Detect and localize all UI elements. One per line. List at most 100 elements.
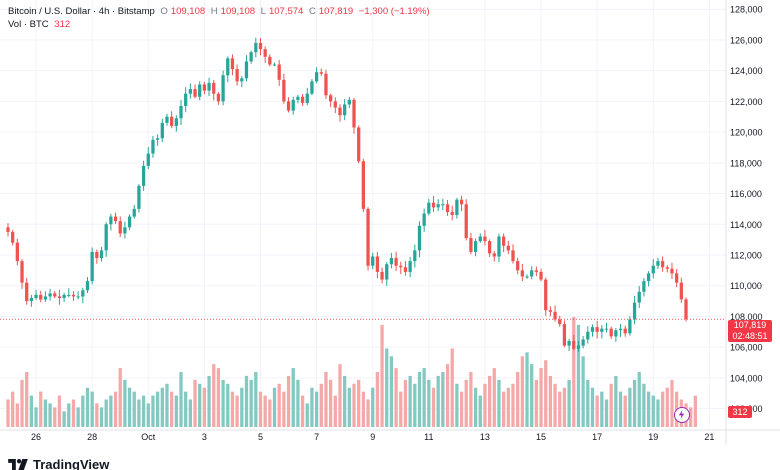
candle-body xyxy=(277,64,281,80)
volume-bar xyxy=(113,391,118,427)
volume-bar xyxy=(441,372,445,427)
candle-body xyxy=(48,293,52,297)
volume-bar xyxy=(296,379,300,427)
x-tick-label: 13 xyxy=(480,432,490,442)
candle-body xyxy=(165,116,169,123)
candle-body xyxy=(679,282,683,300)
volume-bar xyxy=(282,391,286,427)
candle-body xyxy=(604,328,609,330)
candle-body xyxy=(39,294,43,300)
volume-bar xyxy=(34,407,38,427)
candle-body xyxy=(90,251,94,282)
volume-bar xyxy=(165,383,169,427)
volume-bar xyxy=(43,399,48,427)
candle-body xyxy=(235,69,239,82)
x-tick-label: 3 xyxy=(202,432,207,442)
candle-body xyxy=(151,139,155,154)
candle-body xyxy=(371,256,375,266)
candle-body xyxy=(487,241,492,254)
volume-bar xyxy=(436,375,440,427)
volume-bar xyxy=(254,372,258,427)
candle-body xyxy=(20,261,24,283)
price-chart[interactable]: 128,000 126,000 124,000 122,000 120,000 118,0… xyxy=(0,0,780,445)
volume-bar xyxy=(90,391,94,427)
candle-body xyxy=(385,264,389,280)
volume-bar xyxy=(558,391,562,427)
candle-body xyxy=(179,105,183,119)
volume-bar xyxy=(286,375,291,427)
volume-bar xyxy=(132,391,136,427)
volume-bar xyxy=(202,387,207,427)
volume-bar xyxy=(455,383,459,427)
candle-body xyxy=(338,107,342,116)
volume-legend: Vol · BTC 312 xyxy=(8,19,73,31)
volume-bar xyxy=(221,379,225,427)
lightning-icon[interactable] xyxy=(674,407,690,423)
volume-bar xyxy=(258,391,263,427)
volume-bar xyxy=(39,391,43,427)
volume-bar xyxy=(240,387,244,427)
candle-body xyxy=(520,270,524,277)
volume-bar xyxy=(539,368,543,427)
volume-bar xyxy=(193,379,197,427)
candle-body xyxy=(670,268,674,274)
y-tick-label: 112,000 xyxy=(730,250,762,260)
candle-body xyxy=(352,99,356,128)
candle-body xyxy=(394,258,398,266)
x-tick-label: 19 xyxy=(648,432,658,442)
candle-body xyxy=(43,296,48,300)
volume-bar xyxy=(576,324,581,427)
y-tick-label: 116,000 xyxy=(730,189,762,199)
candle-body xyxy=(530,270,534,277)
candle-body xyxy=(57,296,62,298)
volume-bar xyxy=(623,395,627,427)
volume-label[interactable]: Vol · BTC xyxy=(8,19,49,30)
candle-body xyxy=(160,122,164,139)
volume-bar xyxy=(226,383,230,427)
candle-body xyxy=(221,75,225,102)
candle-body xyxy=(459,199,464,205)
volume-bar xyxy=(29,395,34,427)
symbol-label[interactable]: Bitcoin / U.S. Dollar · 4h · Bitstamp xyxy=(8,6,155,17)
volume-bar xyxy=(525,352,529,427)
volume-bar xyxy=(207,375,211,427)
volume-bar xyxy=(660,391,665,427)
candle-body xyxy=(483,236,487,242)
candle-body xyxy=(544,279,548,311)
volume-bar xyxy=(497,379,501,427)
volume-bar xyxy=(427,379,431,427)
candle-body xyxy=(11,231,15,243)
candle-body xyxy=(15,242,19,262)
tradingview-logo[interactable]: TradingView xyxy=(8,457,109,470)
candle-body xyxy=(375,256,380,272)
candle-body xyxy=(445,204,450,212)
high-label: H xyxy=(210,6,218,17)
candle-body xyxy=(118,221,122,234)
candle-body xyxy=(637,291,641,303)
candle-body xyxy=(516,261,520,271)
volume-bar xyxy=(380,324,384,427)
volume-bar xyxy=(305,403,309,427)
volume-bar xyxy=(57,395,62,427)
volume-bar xyxy=(534,379,539,427)
candle-body xyxy=(272,64,277,66)
volume-bar xyxy=(646,391,651,427)
low-value: 107,574 xyxy=(268,6,304,17)
candle-body xyxy=(590,327,595,332)
candle-body xyxy=(174,118,178,126)
volume-bar xyxy=(151,395,155,427)
volume-bar xyxy=(445,364,450,427)
volume-bar xyxy=(95,403,99,427)
volume-bar xyxy=(127,387,132,427)
candle-body xyxy=(230,58,235,70)
y-tick-label: 104,000 xyxy=(730,373,763,383)
volume-bar xyxy=(506,387,510,427)
candle-body xyxy=(137,185,141,209)
candle-body xyxy=(403,267,408,272)
volume-bar xyxy=(586,379,590,427)
volume-value: 312 xyxy=(54,19,71,30)
volume-bar xyxy=(581,356,585,427)
x-tick-label: 17 xyxy=(592,432,602,442)
volume-bar xyxy=(604,399,609,427)
candle-body xyxy=(127,216,132,228)
